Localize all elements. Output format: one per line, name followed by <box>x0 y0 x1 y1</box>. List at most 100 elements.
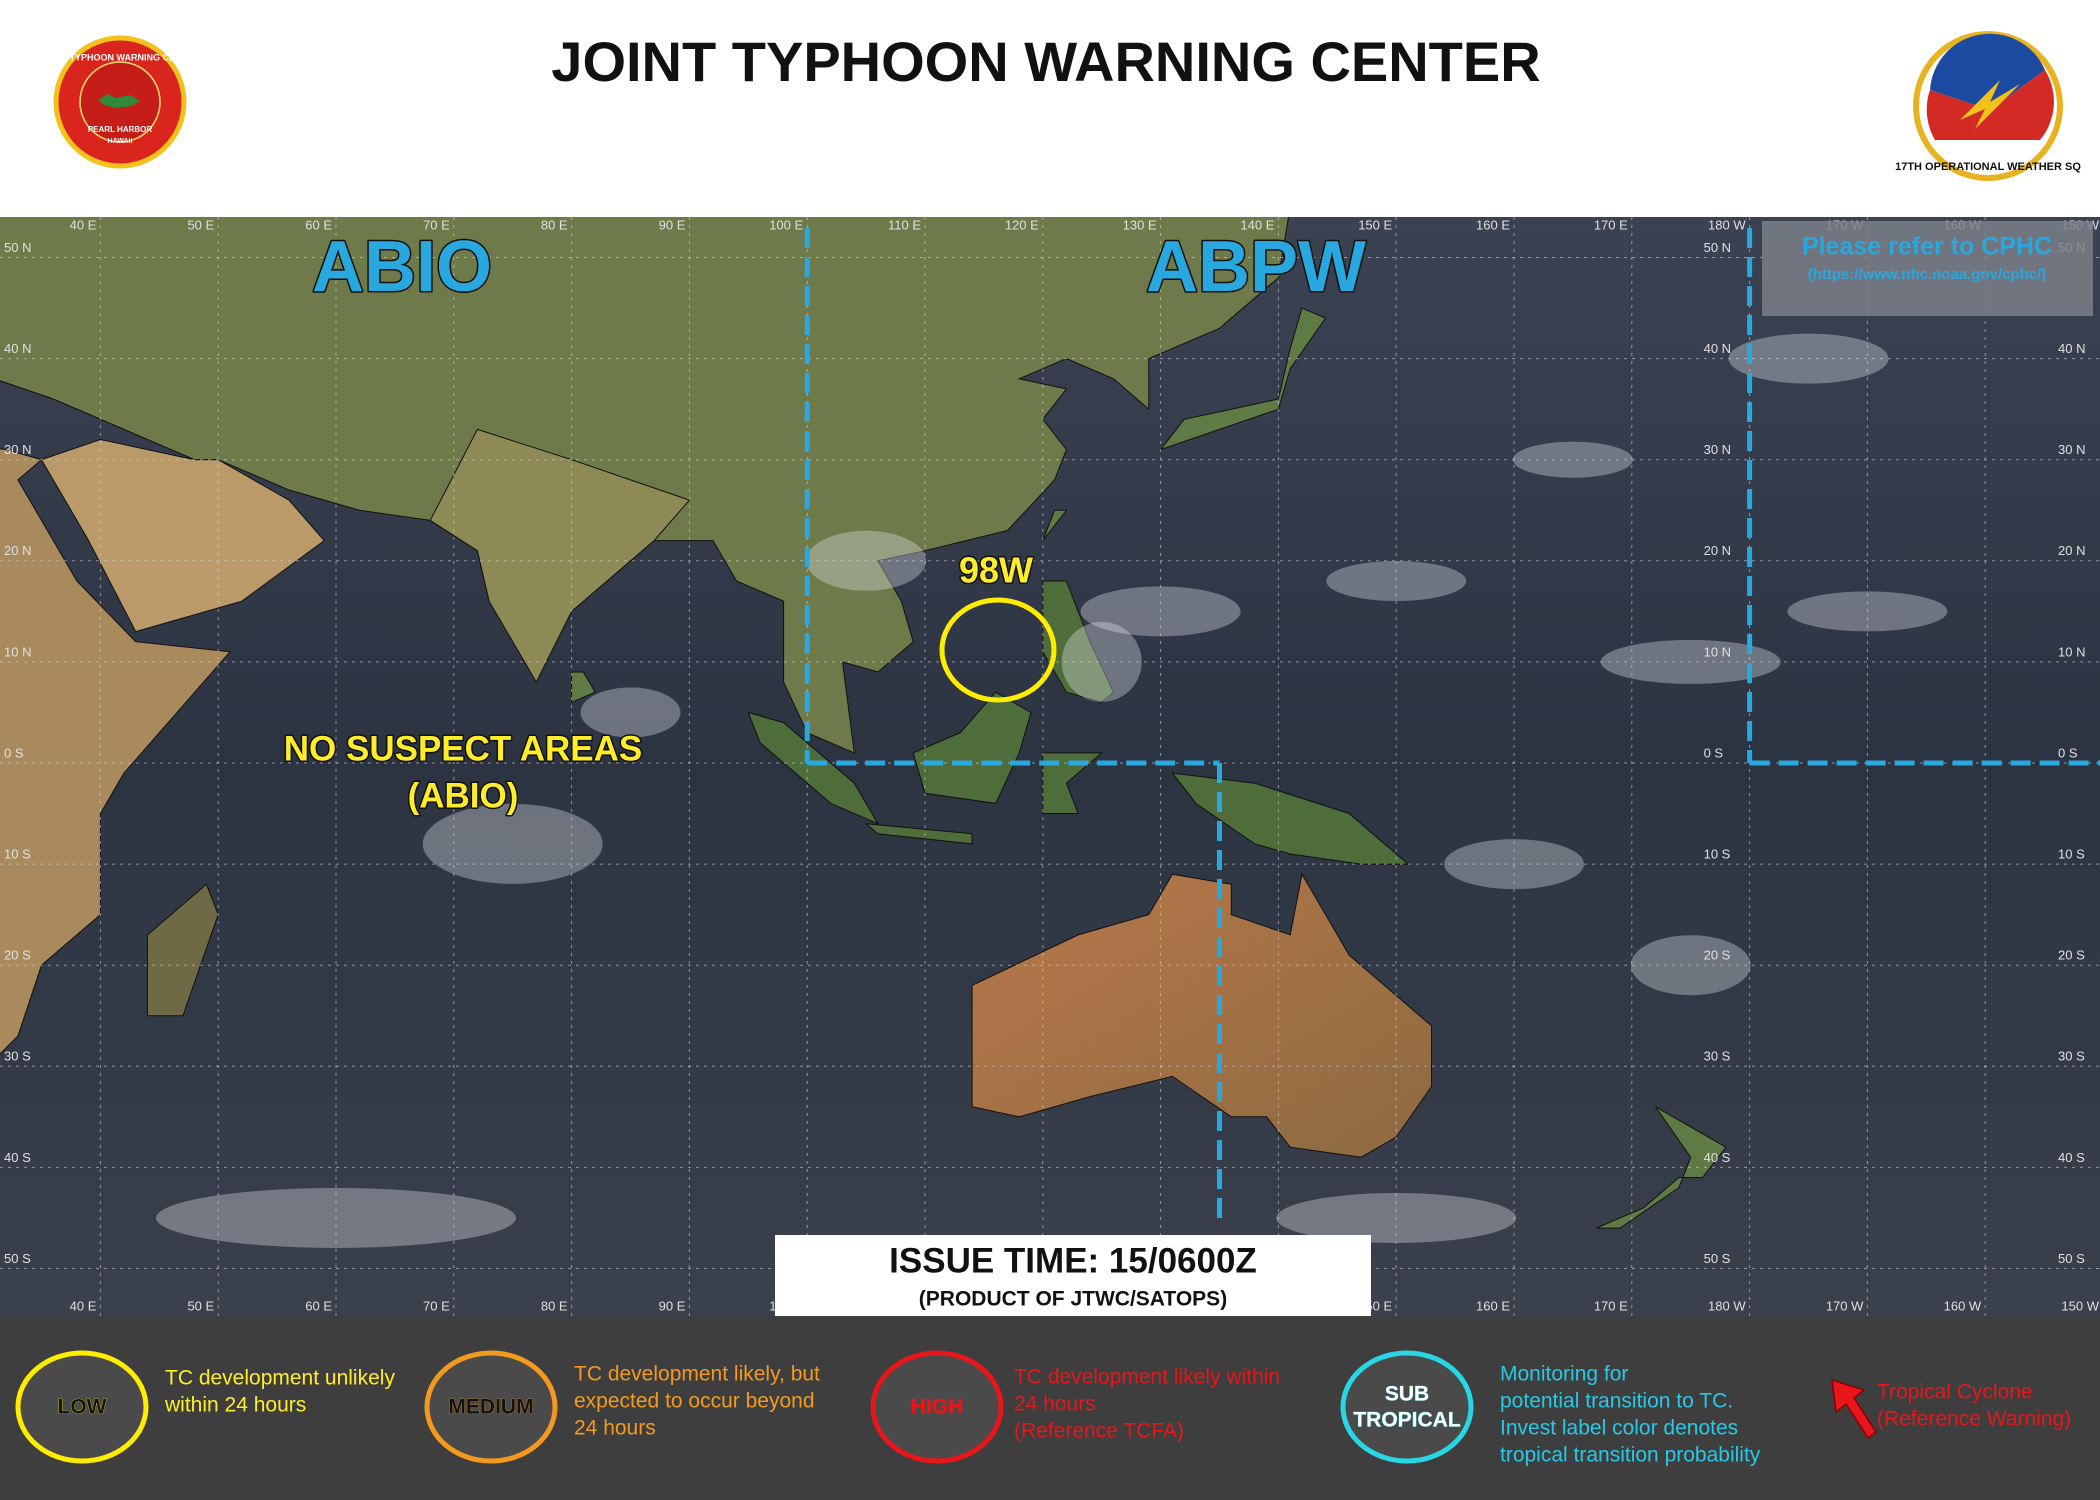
legend-description: within 24 hours <box>164 1394 306 1417</box>
landmass <box>912 691 1032 804</box>
lat-label: 30 S <box>4 1049 31 1064</box>
landmass <box>864 823 973 845</box>
cloud <box>422 803 603 884</box>
lat-label: 40 N <box>1704 341 1731 356</box>
legend-description: tropical transition probability <box>1500 1444 1761 1467</box>
lat-label: 10 S <box>2058 847 2085 862</box>
lat-label: 20 S <box>2058 948 2085 963</box>
lon-label: 80 E <box>541 217 568 232</box>
lon-label: 60 E <box>305 217 332 232</box>
lon-label: 50 E <box>187 1298 214 1313</box>
boundaries <box>804 228 2100 1222</box>
lat-label: 0 S <box>4 745 24 760</box>
landmass <box>0 448 232 1055</box>
cloud <box>1512 441 1633 478</box>
cloud <box>580 687 681 738</box>
lat-label: 0 S <box>2058 745 2078 760</box>
lat-label: 20 N <box>2058 543 2085 558</box>
legend-symbol <box>424 1350 558 1464</box>
header-bg <box>0 0 2100 217</box>
lon-label: 140 E <box>1240 217 1274 232</box>
lat-label: 10 S <box>1704 847 1731 862</box>
lat-label: 40 N <box>4 341 31 356</box>
legend-label: LOW <box>58 1396 107 1419</box>
lat-label: 10 S <box>4 847 31 862</box>
legend-label: SUB <box>1385 1383 1429 1406</box>
lon-label: 90 E <box>659 1298 686 1313</box>
lat-label: 10 N <box>1704 644 1731 659</box>
landmass <box>147 883 219 1017</box>
legend-description: 24 hours <box>574 1417 656 1440</box>
legend-symbol <box>1340 1350 1474 1464</box>
lat-label: 20 N <box>1704 543 1731 558</box>
lon-label: 70 E <box>423 1298 450 1313</box>
logo-text: 17TH OPERATIONAL WEATHER SQ <box>1895 161 2081 173</box>
legend: LOW TC development unlikely within 24 hour… <box>15 1350 2071 1467</box>
lon-label: 180 W <box>1708 1298 1746 1313</box>
region-label: ABPW <box>1146 227 1366 307</box>
issue-product: (PRODUCT OF JTWC/SATOPS) <box>919 1288 1227 1311</box>
lat-label: 30 S <box>1704 1049 1731 1064</box>
invest-area[interactable] <box>939 597 1057 703</box>
lon-label: 160 E <box>1476 217 1510 232</box>
logo-text: HAWAII <box>108 138 133 145</box>
lat-label: 50 N <box>4 240 31 255</box>
lon-label: 120 E <box>1005 217 1039 232</box>
landmass <box>747 711 880 825</box>
lat-label: 30 S <box>2058 1049 2085 1064</box>
lat-label: 40 S <box>2058 1150 2085 1165</box>
logo-text: PEARL HARBOR <box>88 125 153 134</box>
lon-label: 150 E <box>1358 217 1392 232</box>
lat-label: 40 S <box>4 1150 31 1165</box>
lat-label: 20 S <box>1704 948 1731 963</box>
lat-label: 50 N <box>1704 240 1731 255</box>
legend-description: potential transition to TC. <box>1500 1390 1733 1413</box>
lon-label: 40 E <box>70 217 97 232</box>
lat-label: 30 N <box>1704 442 1731 457</box>
lat-label: 50 S <box>1704 1251 1731 1266</box>
jtwc-logo: JOINT TYPHOON WARNING CENTER PEARL HARBO… <box>40 35 200 169</box>
lat-label: 20 S <box>4 948 31 963</box>
issue-box <box>775 1235 1371 1316</box>
map: 40 E 40 E 50 E 50 E 60 E 60 E 70 E 70 E 80 E 80 E… <box>0 217 2100 1316</box>
lon-label: 150 W <box>2061 1298 2099 1313</box>
lat-label: 30 N <box>4 442 31 457</box>
legend-label: MEDIUM <box>448 1396 533 1419</box>
status-label: NO SUSPECT AREAS <box>284 729 642 768</box>
legend-description: TC development unlikely <box>165 1367 395 1390</box>
ows-logo: 17TH OPERATIONAL WEATHER SQ <box>1895 31 2081 181</box>
lon-label: 110 E <box>888 217 921 232</box>
legend-description: Monitoring for <box>1500 1363 1628 1386</box>
lat-label: 0 S <box>1704 745 1724 760</box>
landmass <box>971 872 1432 1158</box>
landmass <box>40 438 325 633</box>
lat-label: 10 N <box>2058 644 2085 659</box>
lon-label: 60 E <box>305 1298 332 1313</box>
lon-label: 70 E <box>423 217 450 232</box>
legend-label: TROPICAL <box>1353 1409 1461 1432</box>
lat-label: 30 N <box>2058 442 2085 457</box>
lon-label: 180 W <box>1708 217 1746 232</box>
legend-description: (Reference TCFA) <box>1014 1420 1184 1443</box>
lon-label: 170 W <box>1826 1298 1864 1313</box>
landmass <box>1042 509 1068 541</box>
lon-label: 90 E <box>659 217 686 232</box>
lon-label: 160 W <box>1944 1298 1982 1313</box>
legend-bg <box>0 1316 2100 1500</box>
title: JOINT TYPHOON WARNING CENTER <box>551 30 1540 93</box>
issue-time: ISSUE TIME: 15/0600Z <box>889 1241 1257 1280</box>
lat-label: 50 S <box>2058 1251 2085 1266</box>
lon-label: 160 E <box>1476 1298 1510 1313</box>
lon-label: 170 E <box>1594 1298 1628 1313</box>
cphc-url[interactable]: (https://www.nhc.noaa.gov/cphc/) <box>1808 266 2047 283</box>
lat-label: 10 N <box>4 644 31 659</box>
cloud <box>1326 561 1467 602</box>
legend-description: Invest label color denotes <box>1500 1417 1738 1440</box>
landmass <box>429 428 691 684</box>
legend-description: expected to occur beyond <box>574 1390 815 1413</box>
lon-label: 130 E <box>1123 217 1157 232</box>
lon-label: 170 E <box>1594 217 1628 232</box>
landmass <box>1596 1106 1727 1229</box>
